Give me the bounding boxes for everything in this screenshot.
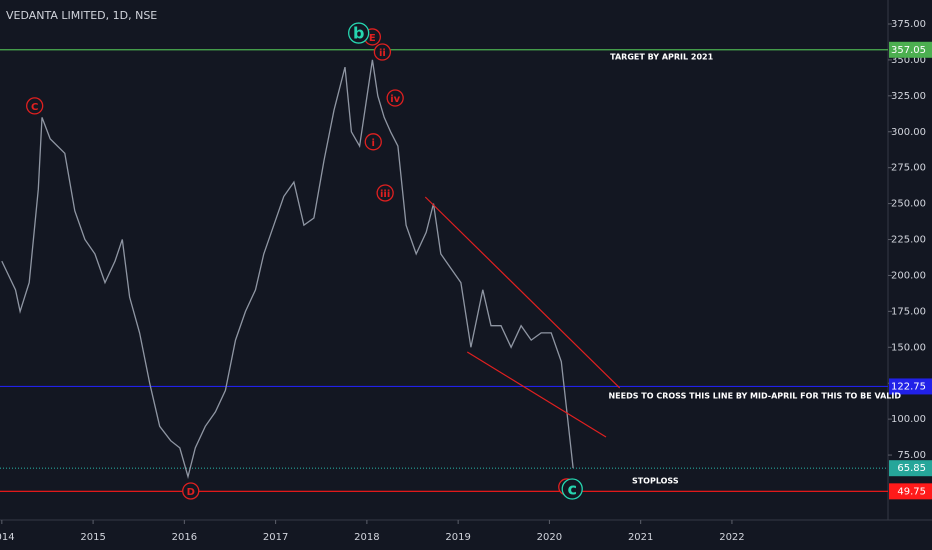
trendline [466, 351, 607, 438]
annotation: NEEDS TO CROSS THIS LINE BY MID-APRIL FO… [608, 391, 901, 400]
y-tick-label: 250.00 [891, 199, 926, 210]
wave-label: E [369, 33, 376, 44]
price-tag [889, 41, 932, 58]
price-tag-label: 49.75 [897, 486, 926, 497]
x-tick-label: 2014 [0, 532, 15, 543]
y-tick-label: 300.00 [891, 127, 926, 138]
x-tick-label: 2015 [80, 532, 105, 543]
y-tick-label: 325.00 [891, 91, 926, 102]
price-tag-label: 122.75 [891, 381, 926, 392]
x-tick-label: 2017 [263, 532, 288, 543]
wave-circle [26, 97, 44, 115]
wave-circle [182, 482, 200, 500]
wave-circle [386, 89, 404, 107]
wave-circle [373, 43, 392, 61]
price-line [1, 59, 574, 480]
wave-label: iv [390, 94, 400, 105]
wave-label: C [31, 102, 38, 113]
wave-label: D [187, 487, 195, 498]
y-tick-label: 350.00 [891, 55, 926, 66]
wave-label: b [353, 24, 364, 43]
y-tick-label: 100.00 [891, 414, 926, 425]
annotation: STOPLOSS [632, 476, 679, 485]
wave-circle [376, 184, 394, 202]
wave-label: i [372, 138, 375, 149]
annotation: TARGET BY APRIL 2021 [610, 53, 713, 62]
chart-title: VEDANTA LIMITED, 1D, NSE [6, 9, 157, 22]
wave-label: c [567, 479, 576, 498]
trendline [424, 196, 621, 389]
wave-label: ii [379, 48, 386, 59]
y-tick-label: 150.00 [891, 342, 926, 353]
x-tick-label: 2019 [445, 532, 470, 543]
x-tick-label: 2018 [354, 532, 379, 543]
x-tick-label: 2022 [719, 532, 744, 543]
price-tag [889, 378, 932, 395]
x-tick-label: 2021 [628, 532, 653, 543]
price-tag [889, 460, 932, 477]
plot-area [0, 49, 888, 492]
price-tag [889, 483, 932, 500]
y-tick-label: 75.00 [897, 450, 926, 461]
wave-circle [561, 478, 583, 500]
wave-label: iii [380, 189, 390, 200]
price-tag-label: 65.85 [897, 463, 926, 474]
y-tick-label: 375.00 [891, 19, 926, 30]
x-tick-label: 2020 [537, 532, 562, 543]
y-tick-label: 275.00 [891, 163, 926, 174]
wave-circle [364, 133, 382, 151]
x-tick-label: 2016 [172, 532, 197, 543]
wave-circle [348, 22, 370, 44]
price-tag-label: 357.05 [891, 45, 926, 56]
y-tick-label: 225.00 [891, 235, 926, 246]
y-tick-label: 200.00 [891, 270, 926, 281]
y-tick-label: 175.00 [891, 306, 926, 317]
